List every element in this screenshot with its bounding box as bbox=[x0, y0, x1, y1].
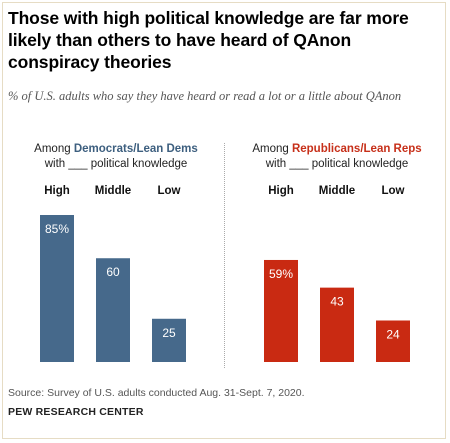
chart-title: Those with high political knowledge are … bbox=[8, 8, 409, 72]
bar-value-label: 60 bbox=[106, 265, 120, 279]
bar bbox=[40, 215, 74, 362]
bar-value-label: 24 bbox=[386, 327, 400, 341]
bar-value-label: 43 bbox=[330, 295, 344, 309]
chart-panel-1: High 59% Middle 43 Low 24 bbox=[264, 185, 410, 362]
panel-subheading: with ___ political knowledge bbox=[44, 158, 188, 170]
category-label: Low bbox=[158, 185, 181, 197]
category-label: High bbox=[268, 185, 294, 197]
bar bbox=[96, 258, 130, 362]
panel-group-label: Republicans/Lean Reps bbox=[291, 143, 422, 155]
bar-value-label: 85% bbox=[45, 222, 69, 236]
panel-header-republicans: Among Republicans/Lean Reps with ___ pol… bbox=[237, 142, 437, 172]
panel-prefix: Among bbox=[34, 143, 74, 155]
category-label: High bbox=[44, 185, 70, 197]
chart-subtitle: % of U.S. adults who say they have heard… bbox=[8, 89, 402, 103]
bar-value-label: 59% bbox=[269, 267, 293, 281]
bar bbox=[152, 318, 186, 362]
chart-panel-0: High 85% Middle 60 Low 25 bbox=[40, 185, 186, 362]
category-label: Low bbox=[382, 185, 405, 197]
bar bbox=[264, 259, 298, 362]
panel-prefix: Among bbox=[252, 143, 292, 155]
category-label: Middle bbox=[319, 185, 355, 197]
category-label: Middle bbox=[95, 185, 131, 197]
org-credit: PEW RESEARCH CENTER bbox=[8, 406, 144, 418]
bar bbox=[376, 320, 410, 362]
bar bbox=[320, 287, 354, 362]
panel-header-democrats: Among Democrats/Lean Dems with ___ polit… bbox=[16, 142, 216, 172]
panel-divider bbox=[224, 143, 225, 368]
panel-group-label: Democrats/Lean Dems bbox=[73, 143, 198, 155]
bar-value-label: 25 bbox=[162, 326, 176, 340]
source-note: Source: Survey of U.S. adults conducted … bbox=[8, 387, 305, 399]
panel-subheading: with ___ political knowledge bbox=[265, 158, 409, 170]
